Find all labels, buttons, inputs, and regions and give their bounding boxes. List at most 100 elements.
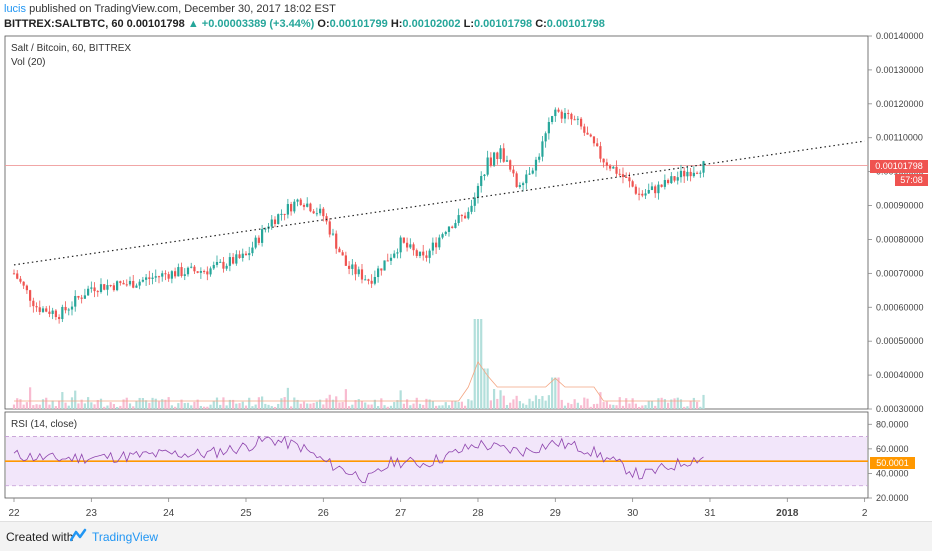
volume-bar [125,397,128,409]
candle-body [431,242,434,251]
volume-bar [186,402,190,409]
price-axis-label: 0.00130000 [876,65,924,75]
candle-body [61,306,64,320]
candle-body [360,269,364,280]
volume-bar [83,403,86,409]
candle-body [351,264,354,269]
volume-bar [637,406,641,409]
candle-body [318,208,322,214]
change-value: +0.00003389 (+3.44%) [201,18,315,30]
time-axis-label: 29 [550,508,562,519]
candle-body [135,285,138,288]
volume-bar [454,400,457,409]
candle-body [396,252,399,254]
candle-body [386,260,389,262]
candle-body [702,161,705,173]
volume-bar [306,403,309,409]
candle-body [344,255,347,266]
candle-body [244,253,248,256]
rsi-line [13,435,704,484]
candle-body [25,285,28,291]
candle-body [283,213,286,215]
candle-body [167,274,170,279]
candle-body [447,226,451,232]
candle-body [190,266,193,268]
candle-body [161,273,164,277]
candle-body [589,134,592,137]
candle-body [641,193,644,196]
candle-body [48,311,51,314]
volume-bar [621,405,625,409]
volume-bar [480,319,483,409]
volume-bar [683,406,686,409]
rsi-axis-label: 80.0000 [876,419,909,429]
candle-body [492,152,496,166]
volume-bar [283,397,286,409]
rsi-axis-label: 60.0000 [876,444,909,454]
close-value: 0.00101798 [546,18,605,30]
volume-bar [441,405,444,409]
volume-bar [550,377,554,409]
tradingview-link[interactable]: TradingView [92,530,159,544]
volume-bar [38,404,41,409]
volume-bar [518,401,521,409]
candle-body [116,281,119,291]
volume-bar [35,404,38,409]
volume-bar [270,406,273,409]
volume-bar [302,401,306,409]
candle-body [444,231,447,235]
volume-bar [157,401,161,409]
volume-bar [563,405,567,409]
volume-bar [212,400,215,409]
volume-bar [657,398,660,409]
candle-body [509,160,512,170]
candle-body [612,166,615,169]
trendline [13,140,865,266]
candle-body [418,251,422,256]
volume-bar [328,394,331,409]
volume-bar [483,368,486,409]
candle-body [225,265,228,269]
volume-bar [151,397,154,409]
candle-body [480,176,483,186]
price-axis-label: 0.00120000 [876,99,924,109]
high-value: 0.00102002 [402,18,461,30]
candle-body [663,180,666,187]
volume-bar [367,404,370,409]
candle-body [499,148,502,160]
price-pane [4,35,869,410]
volume-bar [467,399,470,409]
volume-bar [309,403,312,409]
candle-body [525,174,528,184]
candle-body [148,277,151,279]
candle-body [212,264,215,269]
volume-bar [396,400,399,409]
volume-bar [119,405,122,409]
volume-bar [16,398,19,409]
candle-body [141,279,144,282]
volume-bar [641,405,644,409]
candle-body [518,185,521,187]
high-label: H: [390,18,403,30]
candle-body [273,219,277,224]
candle-body [412,244,415,251]
time-axis-label: 27 [395,508,407,519]
candle-body [83,295,86,299]
price-axis-label: 0.00070000 [876,268,924,278]
author-link[interactable]: lucis [4,3,27,15]
volume-bar [64,402,67,409]
volume-bar [199,405,202,409]
candle-body [554,109,557,117]
candle-body [22,281,25,286]
volume-bar [293,397,296,409]
volume-bar [376,406,380,409]
candle-body [206,271,209,275]
tradingview-logo-icon [70,528,87,542]
volume-bar [280,398,283,409]
volume-bar [357,399,360,409]
volume-bar [225,405,228,409]
candle-body [631,181,634,187]
volume-bar [615,405,618,409]
candle-body [496,152,499,160]
chart-canvas[interactable]: 0.00140000 0.00130000 0.00120000 0.00110000… [0,32,932,521]
